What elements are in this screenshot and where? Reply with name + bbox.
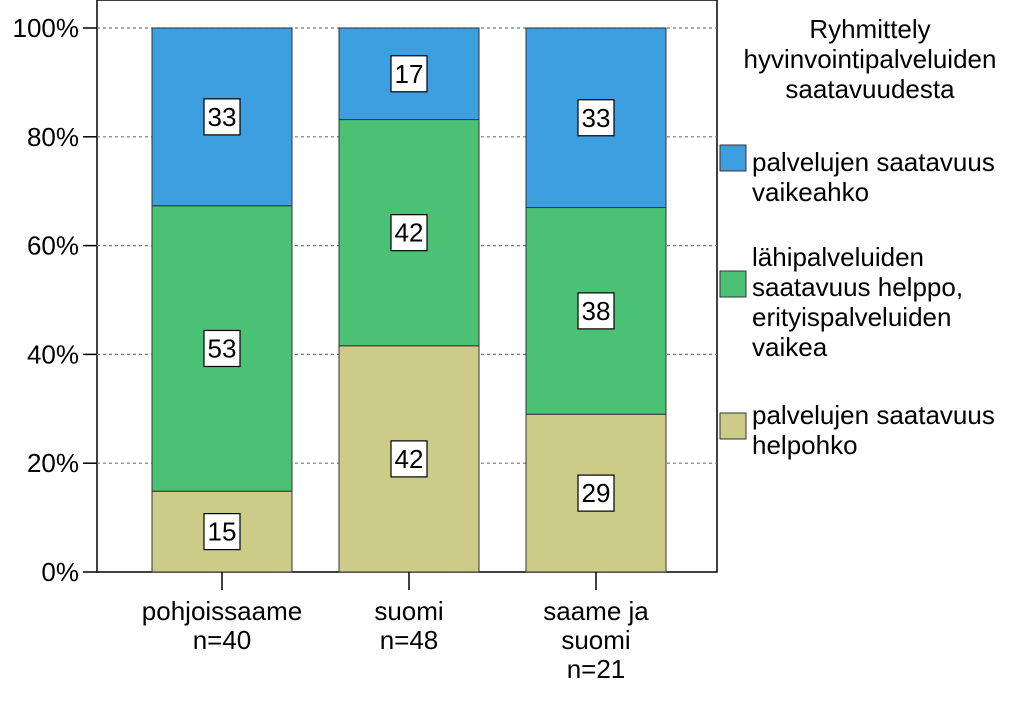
legend-entry-label: vaikea bbox=[752, 332, 828, 362]
data-label-box bbox=[577, 474, 615, 512]
legend-entry-label: palvelujen saatavuus bbox=[752, 400, 995, 430]
x-category-label: suomi bbox=[561, 625, 630, 655]
legend-entry-label: lähipalveluiden bbox=[752, 242, 924, 272]
legend-swatch bbox=[719, 144, 747, 172]
data-label-box bbox=[203, 513, 241, 551]
data-label: 42 bbox=[395, 444, 424, 474]
data-label-box bbox=[203, 98, 241, 136]
legend-title: hyvinvointipalveluiden bbox=[744, 44, 997, 74]
data-label: 29 bbox=[582, 478, 611, 508]
y-tick-label: 40% bbox=[27, 339, 79, 369]
legend-entry-label: vaikeahko bbox=[752, 177, 869, 207]
data-label: 17 bbox=[395, 59, 424, 89]
data-label-box bbox=[203, 329, 241, 368]
data-label: 42 bbox=[395, 218, 424, 248]
y-tick-label: 100% bbox=[13, 13, 80, 43]
x-category-label: n=21 bbox=[567, 654, 626, 684]
data-label-box bbox=[390, 440, 428, 478]
x-category-label: saame ja bbox=[543, 596, 649, 626]
legend-entry-label: palvelujen saatavuus bbox=[752, 147, 995, 177]
legend-title: Ryhmittely bbox=[809, 14, 930, 44]
legend-entry-label: saatavuus helppo, bbox=[752, 272, 963, 302]
y-axis: 0% 20% 40% 60% 80% 100% bbox=[13, 13, 97, 587]
data-label: 53 bbox=[208, 333, 237, 363]
y-tick-label: 20% bbox=[27, 448, 79, 478]
x-category-label: n=48 bbox=[380, 625, 439, 655]
y-tick-label: 0% bbox=[41, 557, 79, 587]
data-label-box bbox=[390, 55, 428, 93]
y-tick-label: 60% bbox=[27, 231, 79, 261]
legend: Ryhmittelyhyvinvointipalveluidensaatavuu… bbox=[719, 14, 997, 460]
x-category-label: suomi bbox=[374, 596, 443, 626]
data-label: 33 bbox=[208, 102, 237, 132]
data-label-box bbox=[577, 292, 615, 330]
legend-title: saatavuudesta bbox=[785, 74, 955, 104]
data-label: 38 bbox=[582, 296, 611, 326]
x-category-label: n=40 bbox=[193, 625, 252, 655]
data-label: 15 bbox=[208, 517, 237, 547]
data-label-box bbox=[390, 214, 428, 252]
x-category-label: pohjoissaame bbox=[142, 596, 302, 626]
data-label: 33 bbox=[582, 103, 611, 133]
legend-swatch bbox=[719, 270, 747, 298]
data-label-box bbox=[577, 99, 615, 137]
legend-swatch bbox=[719, 412, 747, 440]
bars: 15 53 33 42 42 17 29 38 33 bbox=[151, 27, 667, 573]
y-tick-label: 80% bbox=[27, 122, 79, 152]
legend-entry-label: erityispalveluiden bbox=[752, 302, 951, 332]
legend-entry-label: helpohko bbox=[752, 430, 858, 460]
